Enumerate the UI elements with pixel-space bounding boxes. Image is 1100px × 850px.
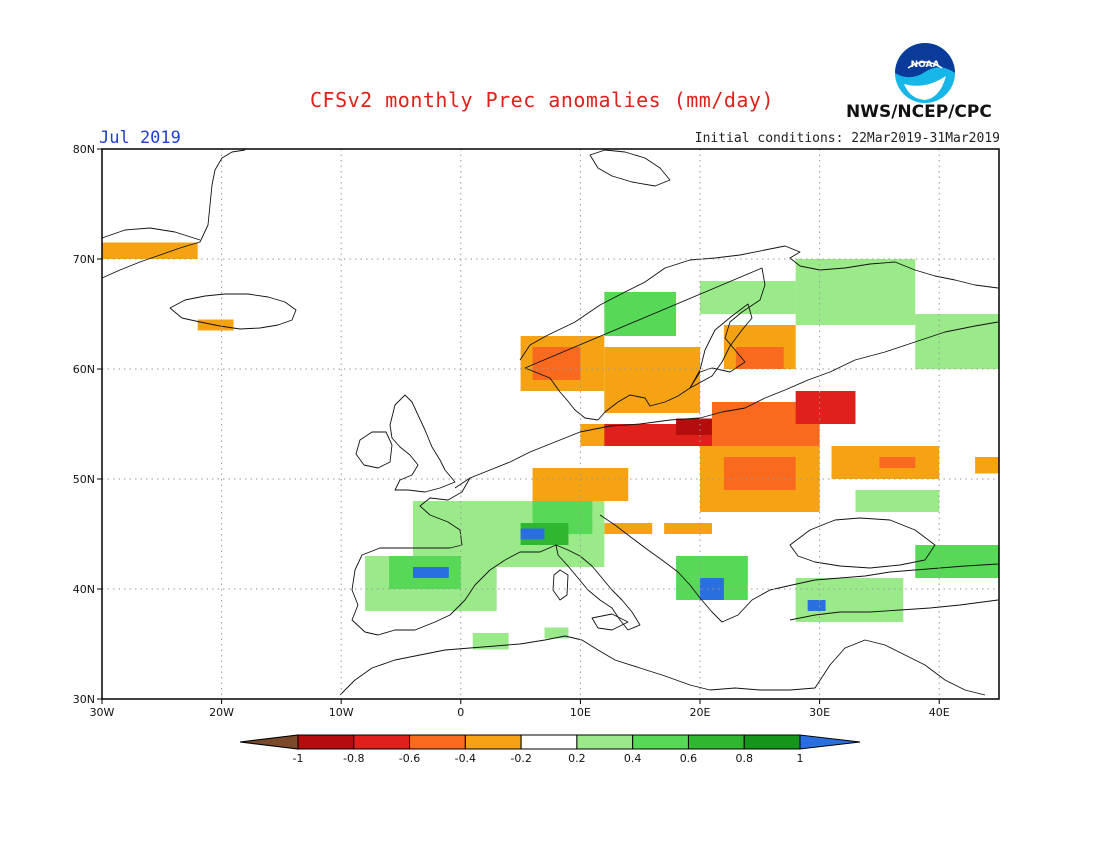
axis-ticks	[97, 148, 940, 704]
lat-label: 80N	[73, 143, 95, 156]
colorbar-low-arrow	[239, 734, 299, 750]
colorbar-label: 0.4	[624, 752, 642, 765]
colorbar-label: -0.8	[343, 752, 364, 765]
colorbar-label: 0.8	[735, 752, 753, 765]
black-sea	[789, 517, 936, 569]
lon-label: 40E	[929, 706, 950, 719]
lon-label: 0	[457, 706, 464, 719]
colorbar-segment-4	[464, 734, 522, 750]
north-africa	[339, 635, 816, 696]
anomaly-cell-3	[532, 347, 581, 380]
scandinavia-coast	[519, 245, 999, 421]
anomaly-cell-40	[544, 627, 569, 639]
lon-label: 20E	[690, 706, 711, 719]
anomaly-cell-14	[723, 457, 796, 490]
anomaly-cell-18	[975, 457, 999, 474]
lon-label: 10E	[570, 706, 591, 719]
gulf-of-bothnia	[689, 303, 753, 389]
anomaly-cell-26	[604, 292, 677, 336]
svg-text:NOAA: NOAA	[911, 60, 940, 70]
colorbar-label: -0.2	[510, 752, 531, 765]
anomaly-cell-0	[102, 242, 198, 259]
colorbar-label: 1	[797, 752, 804, 765]
anomaly-cell-22	[664, 523, 712, 534]
colorbar-labels: -1 -0.8 -0.6 -0.4 -0.2 0.2 0.4 0.6 0.8 1	[293, 752, 804, 765]
lon-label: 30W	[90, 706, 115, 719]
coastlines	[101, 149, 999, 696]
forecast-month: Jul 2019	[99, 128, 181, 148]
sardinia-corsica	[552, 569, 569, 601]
colorbar-segment-6	[576, 734, 634, 750]
lat-label: 60N	[73, 363, 95, 376]
iberia-france	[351, 477, 557, 636]
longitude-labels: 30W 20W 10W 0 10E 20E 30E 40E	[90, 706, 950, 719]
lat-label: 40N	[73, 583, 95, 596]
colorbar-label: -1	[293, 752, 304, 765]
lon-label: 20W	[209, 706, 234, 719]
lon-label: 30E	[809, 706, 830, 719]
balkans-turkey	[599, 514, 999, 623]
colorbar-segment-3	[409, 734, 466, 750]
anomaly-cell-35	[700, 578, 724, 600]
british-isles	[389, 394, 456, 493]
colorbar-segment-1	[297, 734, 355, 750]
colorbar-segment-2	[353, 734, 411, 750]
lon-label: 10W	[329, 706, 354, 719]
colorbar-segment-5	[520, 734, 578, 750]
anomaly-cell-37	[807, 600, 826, 611]
colorbar-label: -0.4	[455, 752, 476, 765]
greenland	[101, 149, 246, 279]
turkey-south	[789, 599, 999, 621]
anomaly-cell-24	[795, 259, 916, 325]
anomaly-cell-23	[700, 281, 796, 314]
lat-label: 70N	[73, 253, 95, 266]
anomaly-layer	[102, 242, 999, 650]
colorbar-label: -0.6	[399, 752, 420, 765]
anomaly-cell-33	[520, 528, 545, 540]
anomaly-cell-7	[735, 347, 784, 369]
colorbar-segment-9	[743, 734, 801, 750]
ireland	[355, 431, 393, 469]
anomaly-cell-21	[604, 523, 653, 534]
iceland	[169, 293, 297, 330]
anomaly-cell-12	[795, 391, 856, 424]
svalbard	[589, 149, 671, 187]
map-frame	[101, 148, 1000, 700]
sicily	[591, 613, 629, 631]
italy	[555, 544, 641, 631]
colorbar	[239, 734, 861, 750]
continent-west	[454, 321, 999, 489]
anomaly-cell-32	[412, 567, 449, 578]
anomaly-cell-38	[915, 545, 999, 578]
map-title: CFSv2 monthly Prec anomalies (mm/day)	[310, 88, 775, 112]
noaa-logo: NOAA	[895, 43, 955, 103]
middle-east	[814, 639, 986, 696]
anomaly-cell-5	[604, 347, 700, 413]
colorbar-high-arrow	[799, 734, 861, 750]
lat-label: 50N	[73, 473, 95, 486]
anomaly-cell-25	[915, 314, 999, 369]
colorbar-segment-7	[632, 734, 689, 750]
lat-label: 30N	[73, 693, 95, 706]
colorbar-label: 0.2	[568, 752, 586, 765]
colorbar-label: 0.6	[680, 752, 698, 765]
colorbar-segment-8	[687, 734, 745, 750]
agency-label: NWS/NCEP/CPC	[846, 102, 992, 122]
anomaly-cell-41	[855, 490, 940, 512]
lat-lon-grid	[102, 149, 999, 699]
anomaly-cell-17	[879, 457, 916, 468]
latitude-labels: 80N 70N 60N 50N 40N 30N	[73, 143, 95, 706]
initial-conditions: Initial conditions: 22Mar2019-31Mar2019	[694, 131, 1000, 146]
